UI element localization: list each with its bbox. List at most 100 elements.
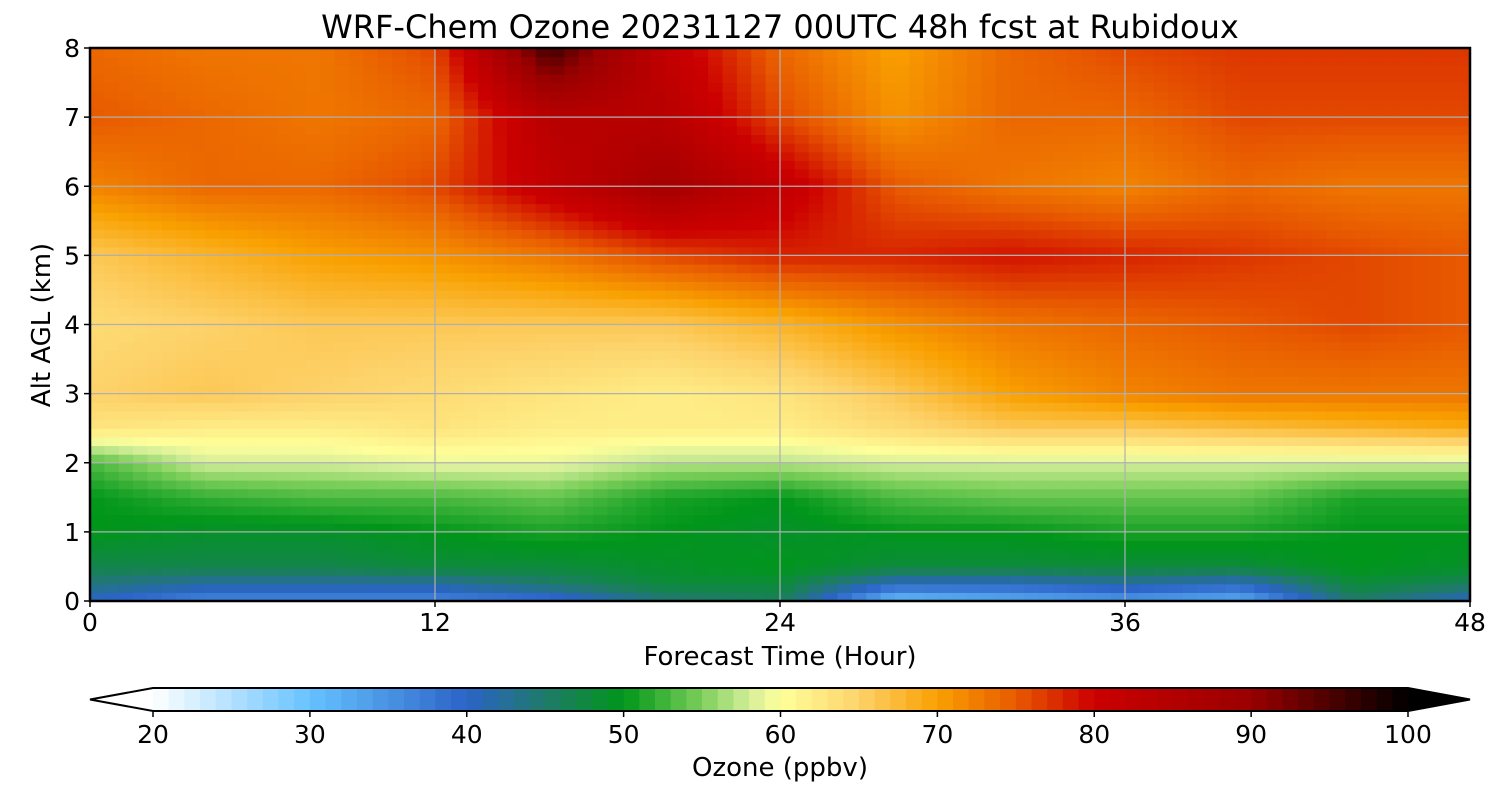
heatmap-cell [1168, 229, 1184, 239]
heatmap-cell [1225, 471, 1241, 481]
heatmap-cell [794, 246, 810, 256]
heatmap-cell [851, 367, 867, 377]
heatmap-cell [1412, 298, 1428, 308]
heatmap-cell [348, 462, 364, 472]
heatmap-cell [895, 471, 910, 481]
heatmap-cell [104, 505, 120, 516]
heatmap-cell [578, 220, 594, 231]
heatmap-cell [1010, 160, 1025, 170]
heatmap-cell [463, 480, 479, 490]
heatmap-cell [1010, 272, 1025, 282]
heatmap-cell [1412, 462, 1428, 472]
heatmap-cell [1168, 168, 1184, 179]
heatmap-cell [348, 410, 364, 421]
heatmap-cell [1211, 575, 1227, 585]
heatmap-cell [1254, 462, 1270, 472]
heatmap-cell [449, 272, 465, 282]
heatmap-cell [1311, 194, 1327, 205]
heatmap-cell [391, 436, 407, 447]
heatmap-cell [665, 540, 680, 550]
heatmap-cell [550, 238, 565, 248]
heatmap-cell [262, 583, 278, 593]
heatmap-cell [463, 575, 479, 585]
heatmap-cell [923, 384, 939, 395]
heatmap-cell [1225, 298, 1241, 308]
heatmap-cell [1153, 583, 1169, 593]
heatmap-cell [1024, 480, 1040, 490]
heatmap-cell [1139, 281, 1155, 291]
heatmap-cell [593, 160, 609, 170]
heatmap-cell [1211, 177, 1227, 187]
heatmap-cell [104, 264, 120, 274]
heatmap-cell [1081, 246, 1097, 256]
heatmap-cell [262, 281, 278, 291]
heatmap-cell [765, 255, 781, 265]
heatmap-cell [1441, 462, 1457, 472]
heatmap-cell [1225, 505, 1241, 516]
heatmap-cell [1139, 341, 1155, 352]
heatmap-cell [492, 289, 508, 300]
heatmap-cell [1398, 307, 1414, 317]
heatmap-cell [1024, 246, 1040, 256]
heatmap-cell [363, 255, 379, 265]
heatmap-cell [305, 160, 321, 170]
heatmap-cell [1081, 583, 1097, 593]
heatmap-cell [765, 168, 781, 179]
heatmap-cell [348, 583, 364, 593]
heatmap-cell [521, 445, 537, 455]
heatmap-cell [348, 393, 364, 403]
heatmap-cell [564, 307, 580, 317]
heatmap-cell [1067, 203, 1083, 213]
heatmap-cell [866, 497, 882, 507]
heatmap-cell [981, 272, 997, 282]
heatmap-cell [161, 272, 177, 282]
heatmap-cell [837, 583, 853, 593]
heatmap-cell [363, 445, 379, 455]
heatmap-cell [1038, 324, 1054, 334]
heatmap-cell [104, 480, 120, 490]
heatmap-cell [492, 350, 508, 360]
heatmap-cell [320, 350, 335, 360]
heatmap-cell [751, 549, 767, 559]
heatmap-cell [1110, 540, 1126, 550]
heatmap-cell [1139, 229, 1155, 239]
heatmap-cell [348, 298, 364, 308]
heatmap-cell [1168, 514, 1184, 524]
heatmap-cell [463, 557, 479, 568]
heatmap-cell [636, 488, 652, 498]
heatmap-cell [823, 203, 839, 213]
heatmap-cell [665, 376, 680, 386]
heatmap-cell [909, 428, 925, 438]
heatmap-cell [1081, 229, 1097, 239]
heatmap-cell [1110, 592, 1126, 601]
heatmap-cell [1153, 488, 1169, 498]
heatmap-cell [593, 341, 609, 352]
heatmap-cell [1268, 376, 1284, 386]
heatmap-cell [679, 428, 695, 438]
heatmap-cell [233, 514, 249, 524]
heatmap-cell [1426, 575, 1442, 585]
heatmap-cell [851, 220, 867, 231]
heatmap-cell [564, 246, 580, 256]
heatmap-cell [377, 531, 393, 542]
heatmap-cell [305, 272, 321, 282]
heatmap-cell [478, 324, 494, 334]
heatmap-cell [377, 454, 393, 464]
heatmap-cell [765, 246, 781, 256]
heatmap-cell [1038, 212, 1054, 222]
heatmap-cell [492, 220, 508, 231]
heatmap-cell [406, 315, 422, 326]
heatmap-cell [190, 583, 206, 593]
heatmap-cell [636, 497, 652, 507]
heatmap-cell [837, 480, 853, 490]
heatmap-cell [104, 376, 120, 386]
heatmap-cell [1024, 272, 1040, 282]
heatmap-cell [1196, 186, 1212, 196]
heatmap-cell [118, 480, 134, 490]
heatmap-cell [1441, 333, 1457, 343]
heatmap-cell [1340, 505, 1356, 516]
heatmap-cell [478, 298, 494, 308]
heatmap-cell [133, 376, 149, 386]
heatmap-cell [578, 281, 594, 291]
heatmap-cell [679, 592, 695, 601]
